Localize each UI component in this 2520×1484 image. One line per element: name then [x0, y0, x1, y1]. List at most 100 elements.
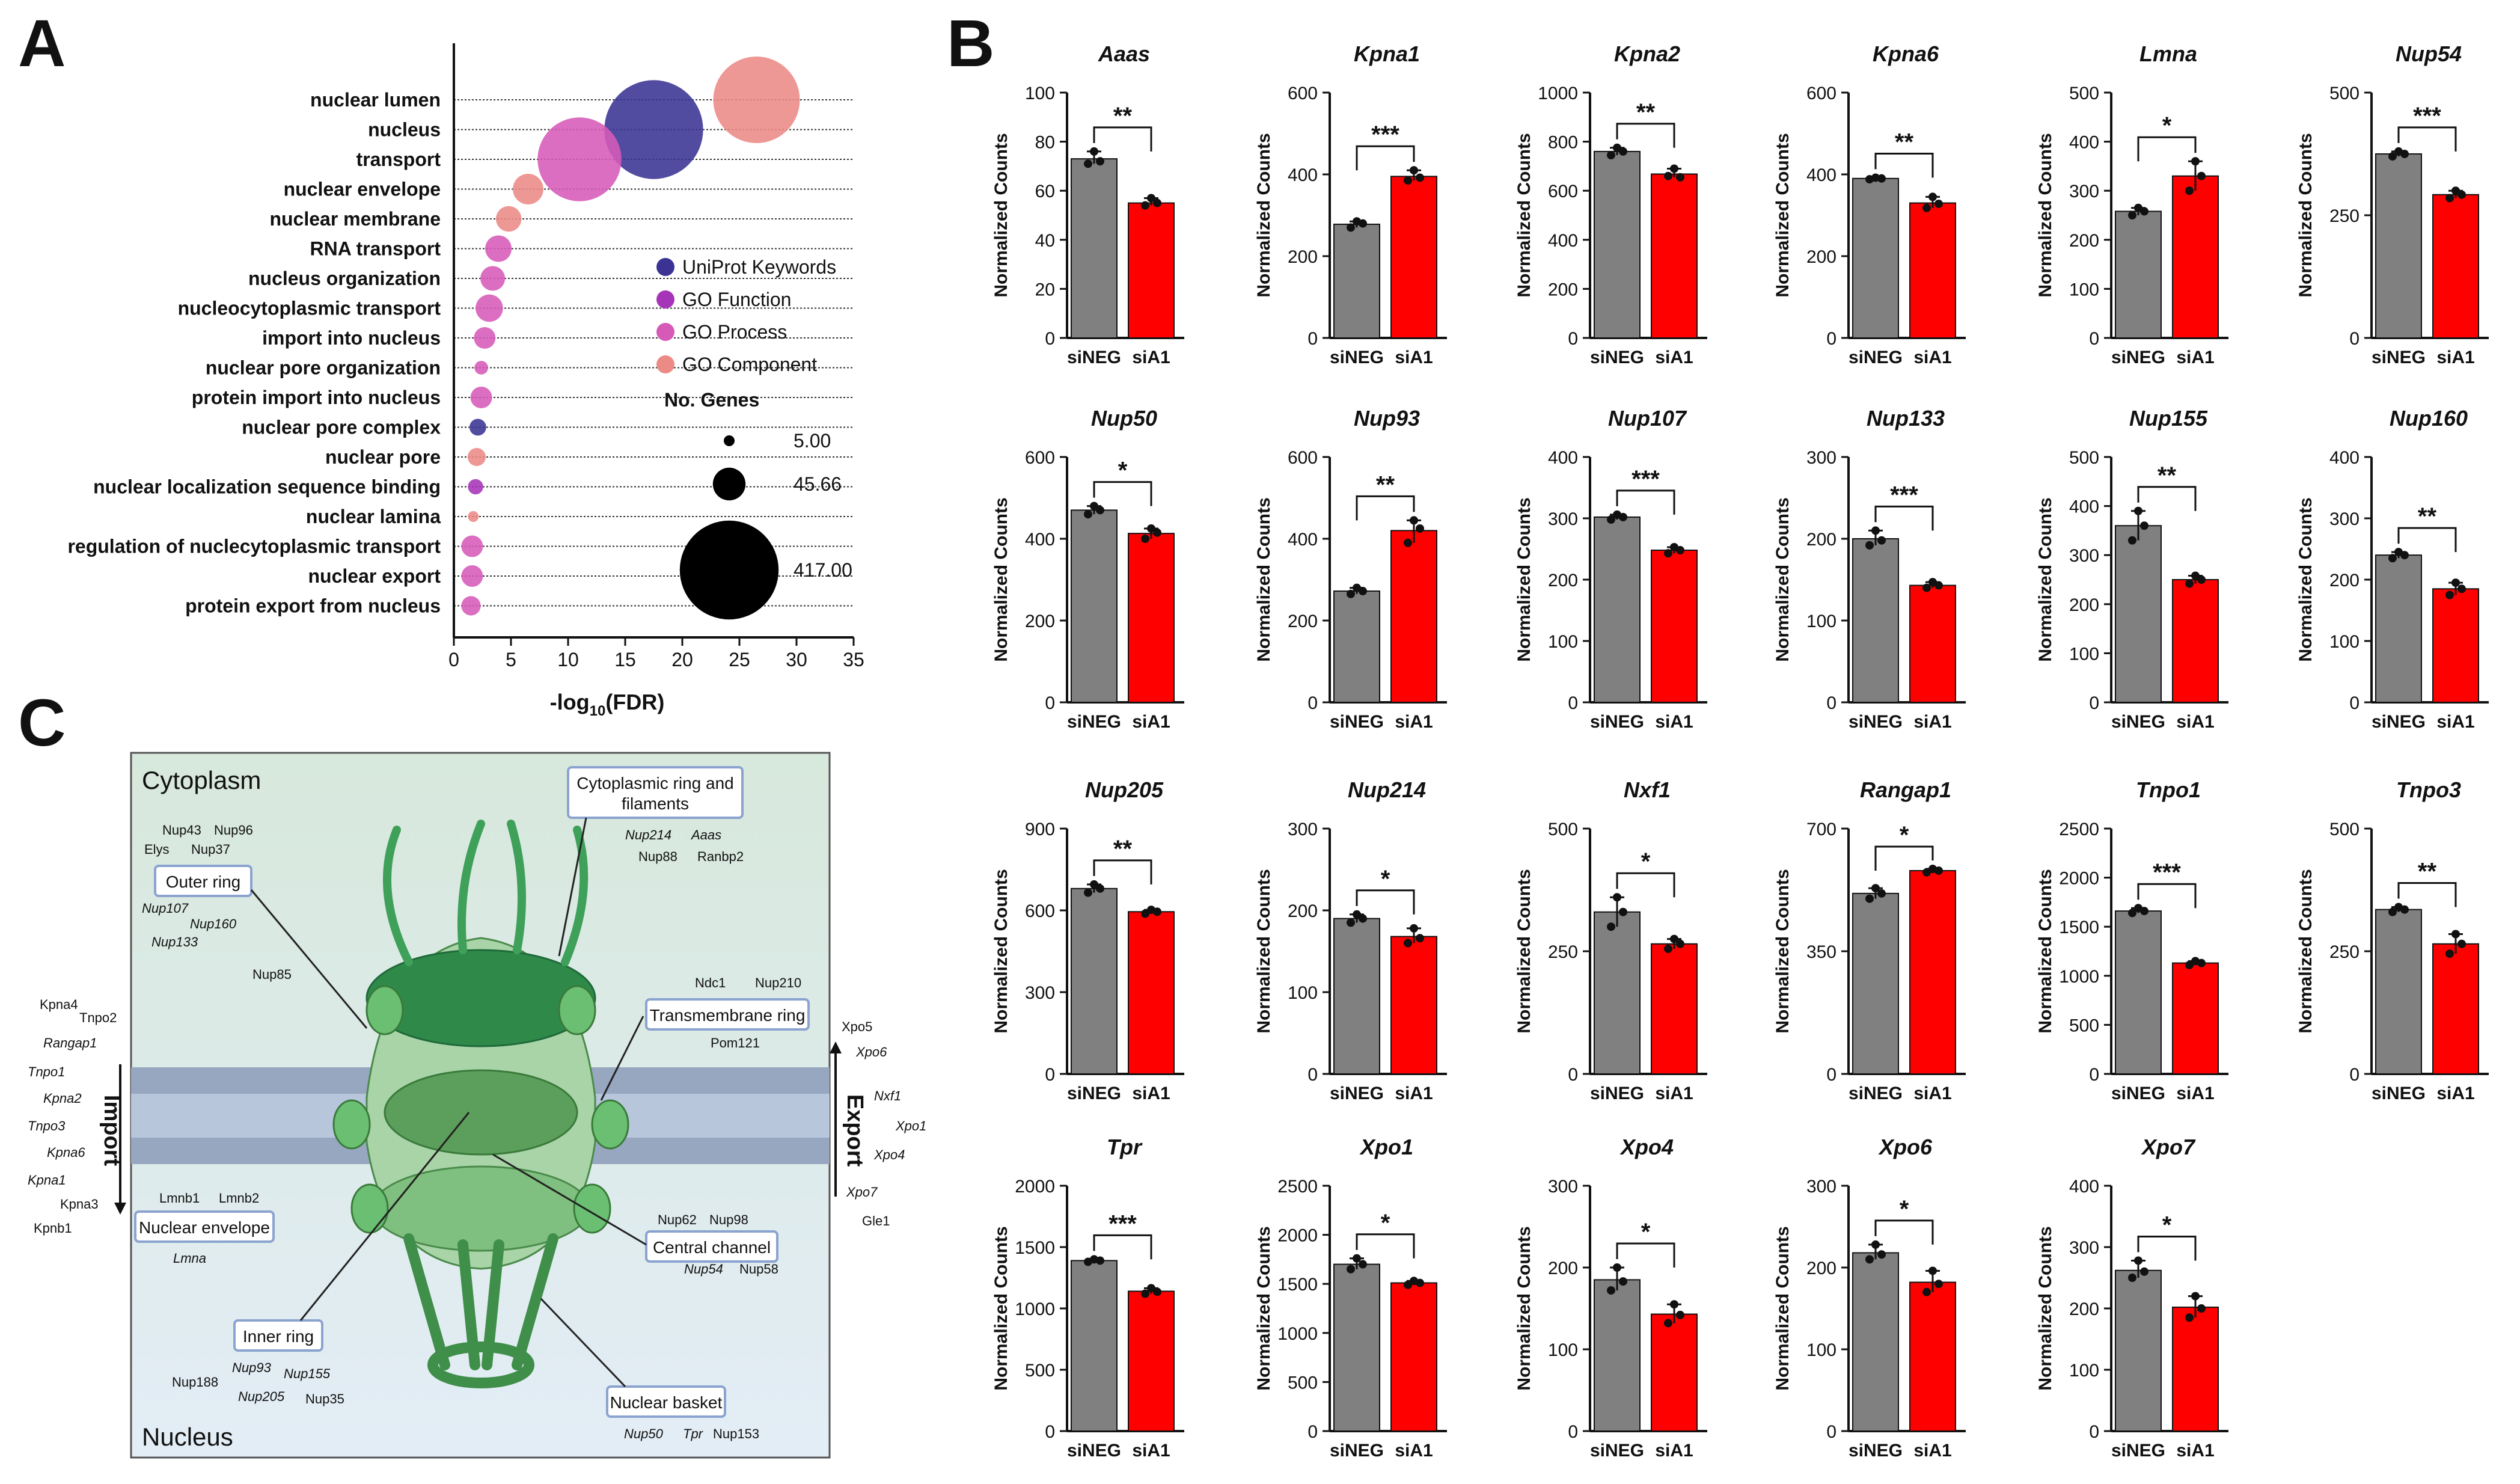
bar-sineg: [1071, 888, 1118, 1075]
data-point: [2128, 909, 2136, 918]
significance-label: **: [1113, 103, 1133, 129]
gene-label: Nup210: [755, 975, 801, 990]
basket-strut: [403, 1233, 450, 1370]
bar-sia1: [1390, 936, 1437, 1075]
bar-chart-nup205: Nup205 0 300 600 900 Normalized Counts siNEG si…: [991, 777, 1184, 1103]
y-tick-label: 0: [2089, 1065, 2099, 1085]
y-tick-label: 0: [1045, 1422, 1055, 1442]
gene-label: Gle1: [862, 1213, 890, 1228]
bar-sineg: [1594, 911, 1641, 1075]
x-tick-label: siNEG: [1590, 1084, 1644, 1103]
significance-label: **: [1895, 129, 1914, 155]
y-tick-label: 600: [1806, 84, 1836, 103]
y-tick-label: 1500: [1015, 1238, 1055, 1258]
y-axis-label: Normalized Counts: [1514, 133, 1534, 297]
legend-swatch-uniprot-keywords: [656, 258, 674, 276]
significance-label: *: [1641, 1219, 1651, 1245]
significance-bracket: [2137, 136, 2197, 162]
cytoplasmic-filament: [457, 820, 485, 954]
significance-label: ***: [1371, 121, 1399, 148]
significance-label: *: [1900, 1196, 1909, 1222]
nuclear-envelope-box-label: Nuclear envelope: [139, 1218, 270, 1237]
data-point: [1096, 157, 1104, 166]
bar-sineg: [1852, 1252, 1899, 1432]
y-tick-label: 0: [2089, 1422, 2099, 1442]
y-axis-label: Normalized Counts: [991, 869, 1011, 1033]
bubble-rna-transport: [485, 235, 512, 262]
data-point: [1359, 1260, 1367, 1269]
y-tick-label: 0: [2349, 329, 2359, 349]
x-tick-label: siA1: [1132, 1441, 1170, 1461]
bar-sia1: [1128, 533, 1175, 703]
data-point: [2134, 506, 2142, 515]
x-tick-label: siNEG: [1067, 1441, 1121, 1461]
gene-label: Kpna6: [47, 1145, 85, 1160]
data-point: [2140, 907, 2148, 916]
bar-sineg: [2115, 910, 2162, 1075]
cytoplasmic-filament: [383, 826, 413, 966]
data-point: [1877, 536, 1886, 545]
gene-label: Nup96: [214, 823, 253, 838]
data-point: [2191, 157, 2200, 166]
x-tick-label: siNEG: [2111, 1084, 2165, 1103]
x-tick-label: siA1: [1655, 348, 1693, 367]
term-label: protein import into nucleus: [192, 387, 441, 408]
gene-label: Nup37: [191, 842, 230, 857]
chart-title: Kpna6: [1873, 41, 1939, 66]
term-label: nuclear envelope: [284, 179, 441, 200]
chart-title: Nup93: [1354, 406, 1420, 431]
significance-label: ***: [1890, 482, 1918, 508]
x-tick-label: siNEG: [1067, 1084, 1121, 1103]
gene-label: Nup88: [638, 849, 677, 864]
gene-label: Nup155: [284, 1366, 331, 1381]
bar-chart-nup160: Nup160 0 100 200 300 400 Normalized Counts siNE…: [2296, 406, 2489, 732]
x-tick-label: siNEG: [1849, 712, 1903, 732]
data-point: [1084, 888, 1092, 897]
data-point: [1153, 907, 1161, 916]
y-tick-label: 200: [1025, 612, 1055, 631]
y-tick-label: 600: [1025, 448, 1055, 468]
data-point: [1922, 583, 1931, 592]
x-tick-label: 5: [506, 649, 516, 670]
legend-label-uniprot-keywords: UniProt Keywords: [682, 256, 836, 278]
nucleus-label: Nucleus: [142, 1423, 233, 1451]
data-point: [2134, 1256, 2142, 1265]
y-tick-label: 0: [1307, 1065, 1318, 1085]
data-point: [1865, 1255, 1874, 1264]
gene-label: Kpna2: [43, 1091, 82, 1106]
chart-title: Lmna: [2139, 41, 2197, 66]
chart-title: Nup160: [2390, 406, 2468, 431]
bar-sineg: [2115, 1269, 2162, 1432]
data-point: [2451, 578, 2460, 587]
x-tick-label: siNEG: [1590, 1441, 1644, 1461]
size-legend-circle: [712, 467, 746, 501]
y-axis-label: Normalized Counts: [1254, 133, 1274, 297]
term-label: protein export from nucleus: [185, 595, 441, 617]
x-tick-label: siNEG: [2372, 1084, 2426, 1103]
significance-label: *: [1381, 866, 1390, 892]
bubble-nuclear-envelope: [513, 174, 543, 204]
data-point: [1613, 143, 1621, 152]
data-point: [1871, 1240, 1880, 1249]
y-tick-label: 1500: [1277, 1275, 1318, 1295]
data-point: [1404, 538, 1412, 547]
x-tick-label: siA1: [1395, 348, 1433, 367]
data-point: [1416, 173, 1424, 182]
y-tick-label: 300: [1548, 1177, 1578, 1197]
bubble-nuclear-localization-sequence-binding: [468, 479, 483, 495]
gene-label: Nup35: [305, 1391, 344, 1406]
significance-bracket: [1356, 145, 1415, 171]
y-tick-label: 700: [1806, 820, 1836, 839]
import-label: Import: [99, 1095, 124, 1167]
y-axis-label: Normalized Counts: [991, 133, 1011, 297]
data-point: [1877, 174, 1886, 183]
y-tick-label: 200: [1548, 1259, 1578, 1278]
y-tick-label: 0: [2349, 693, 2359, 713]
legend-swatch-go-process: [656, 323, 674, 341]
y-tick-label: 200: [2329, 571, 2359, 590]
y-tick-label: 0: [1568, 1065, 1578, 1085]
y-tick-label: 300: [2069, 1238, 2099, 1258]
data-point: [1613, 1263, 1621, 1272]
y-tick-label: 400: [1288, 530, 1318, 550]
data-point: [1147, 1284, 1155, 1293]
